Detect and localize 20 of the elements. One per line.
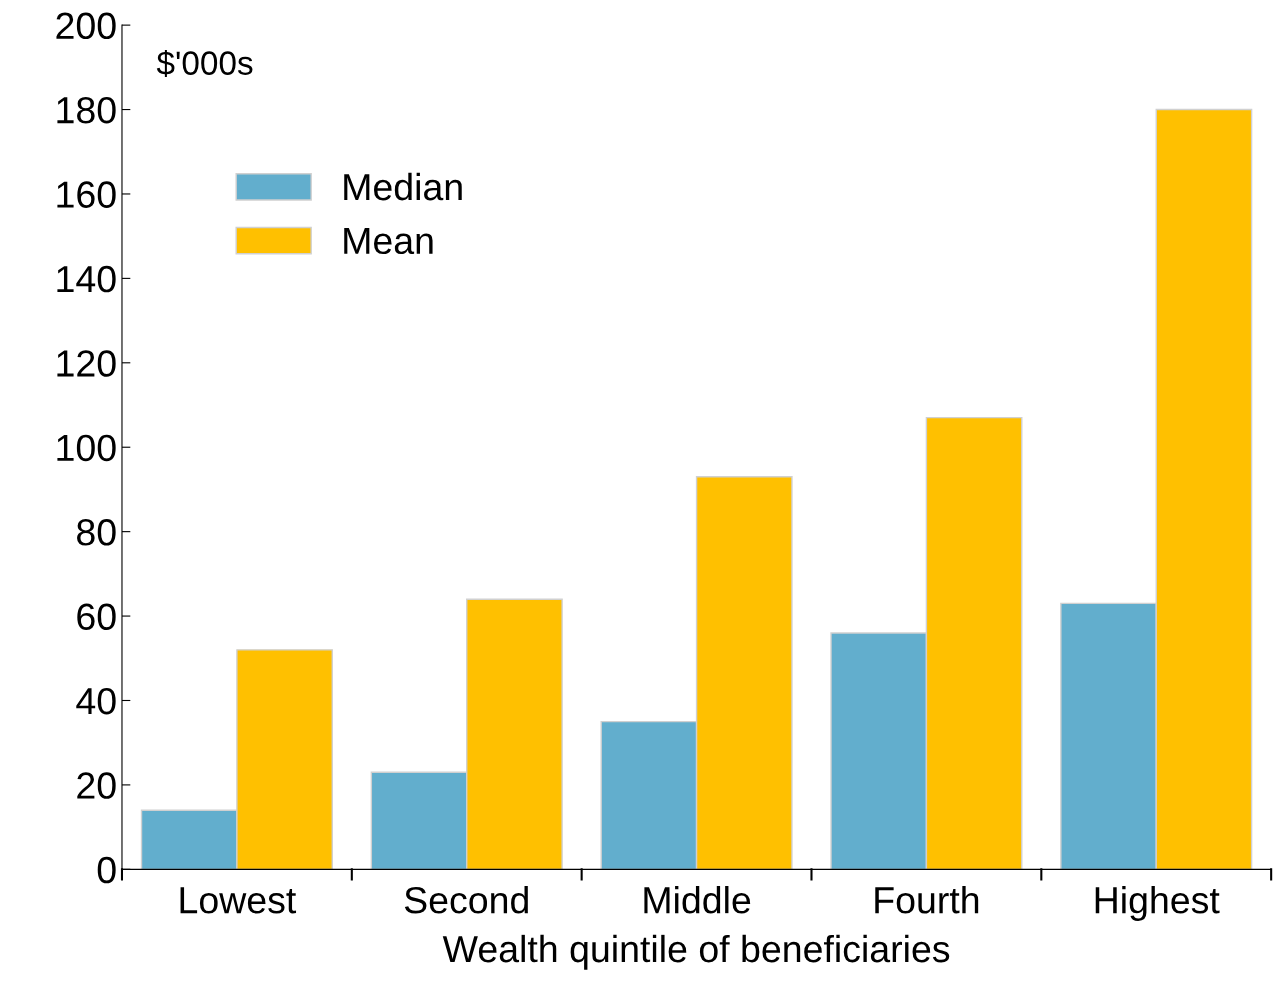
- x-tick-label: Middle: [644, 885, 751, 914]
- y-tick-label: 40: [76, 687, 116, 715]
- y-tick-label: 100: [57, 434, 116, 462]
- y-tick-label: 20: [77, 772, 116, 799]
- y-tick-label: 200: [56, 12, 116, 40]
- y-tick-label: 140: [57, 265, 116, 293]
- y-tick-label: 80: [77, 519, 116, 546]
- x-axis-title: Wealth quintile of beneficiaries: [442, 934, 950, 970]
- y-tick-label: 160: [57, 181, 116, 208]
- x-tick-label: Lowest: [180, 887, 297, 914]
- x-tick-label: Fourth: [875, 885, 979, 914]
- x-tick-label: Second: [404, 885, 528, 914]
- legend-label: Median: [344, 172, 462, 201]
- y-axis-title: $'000s: [156, 49, 253, 77]
- y-tick-label: 180: [57, 96, 116, 124]
- x-tick-label: Highest: [1095, 885, 1220, 921]
- y-tick-label: 120: [57, 350, 116, 377]
- y-tick-label: 0: [97, 856, 116, 884]
- y-tick-label: 60: [77, 603, 116, 631]
- legend-label: Mean: [344, 227, 433, 255]
